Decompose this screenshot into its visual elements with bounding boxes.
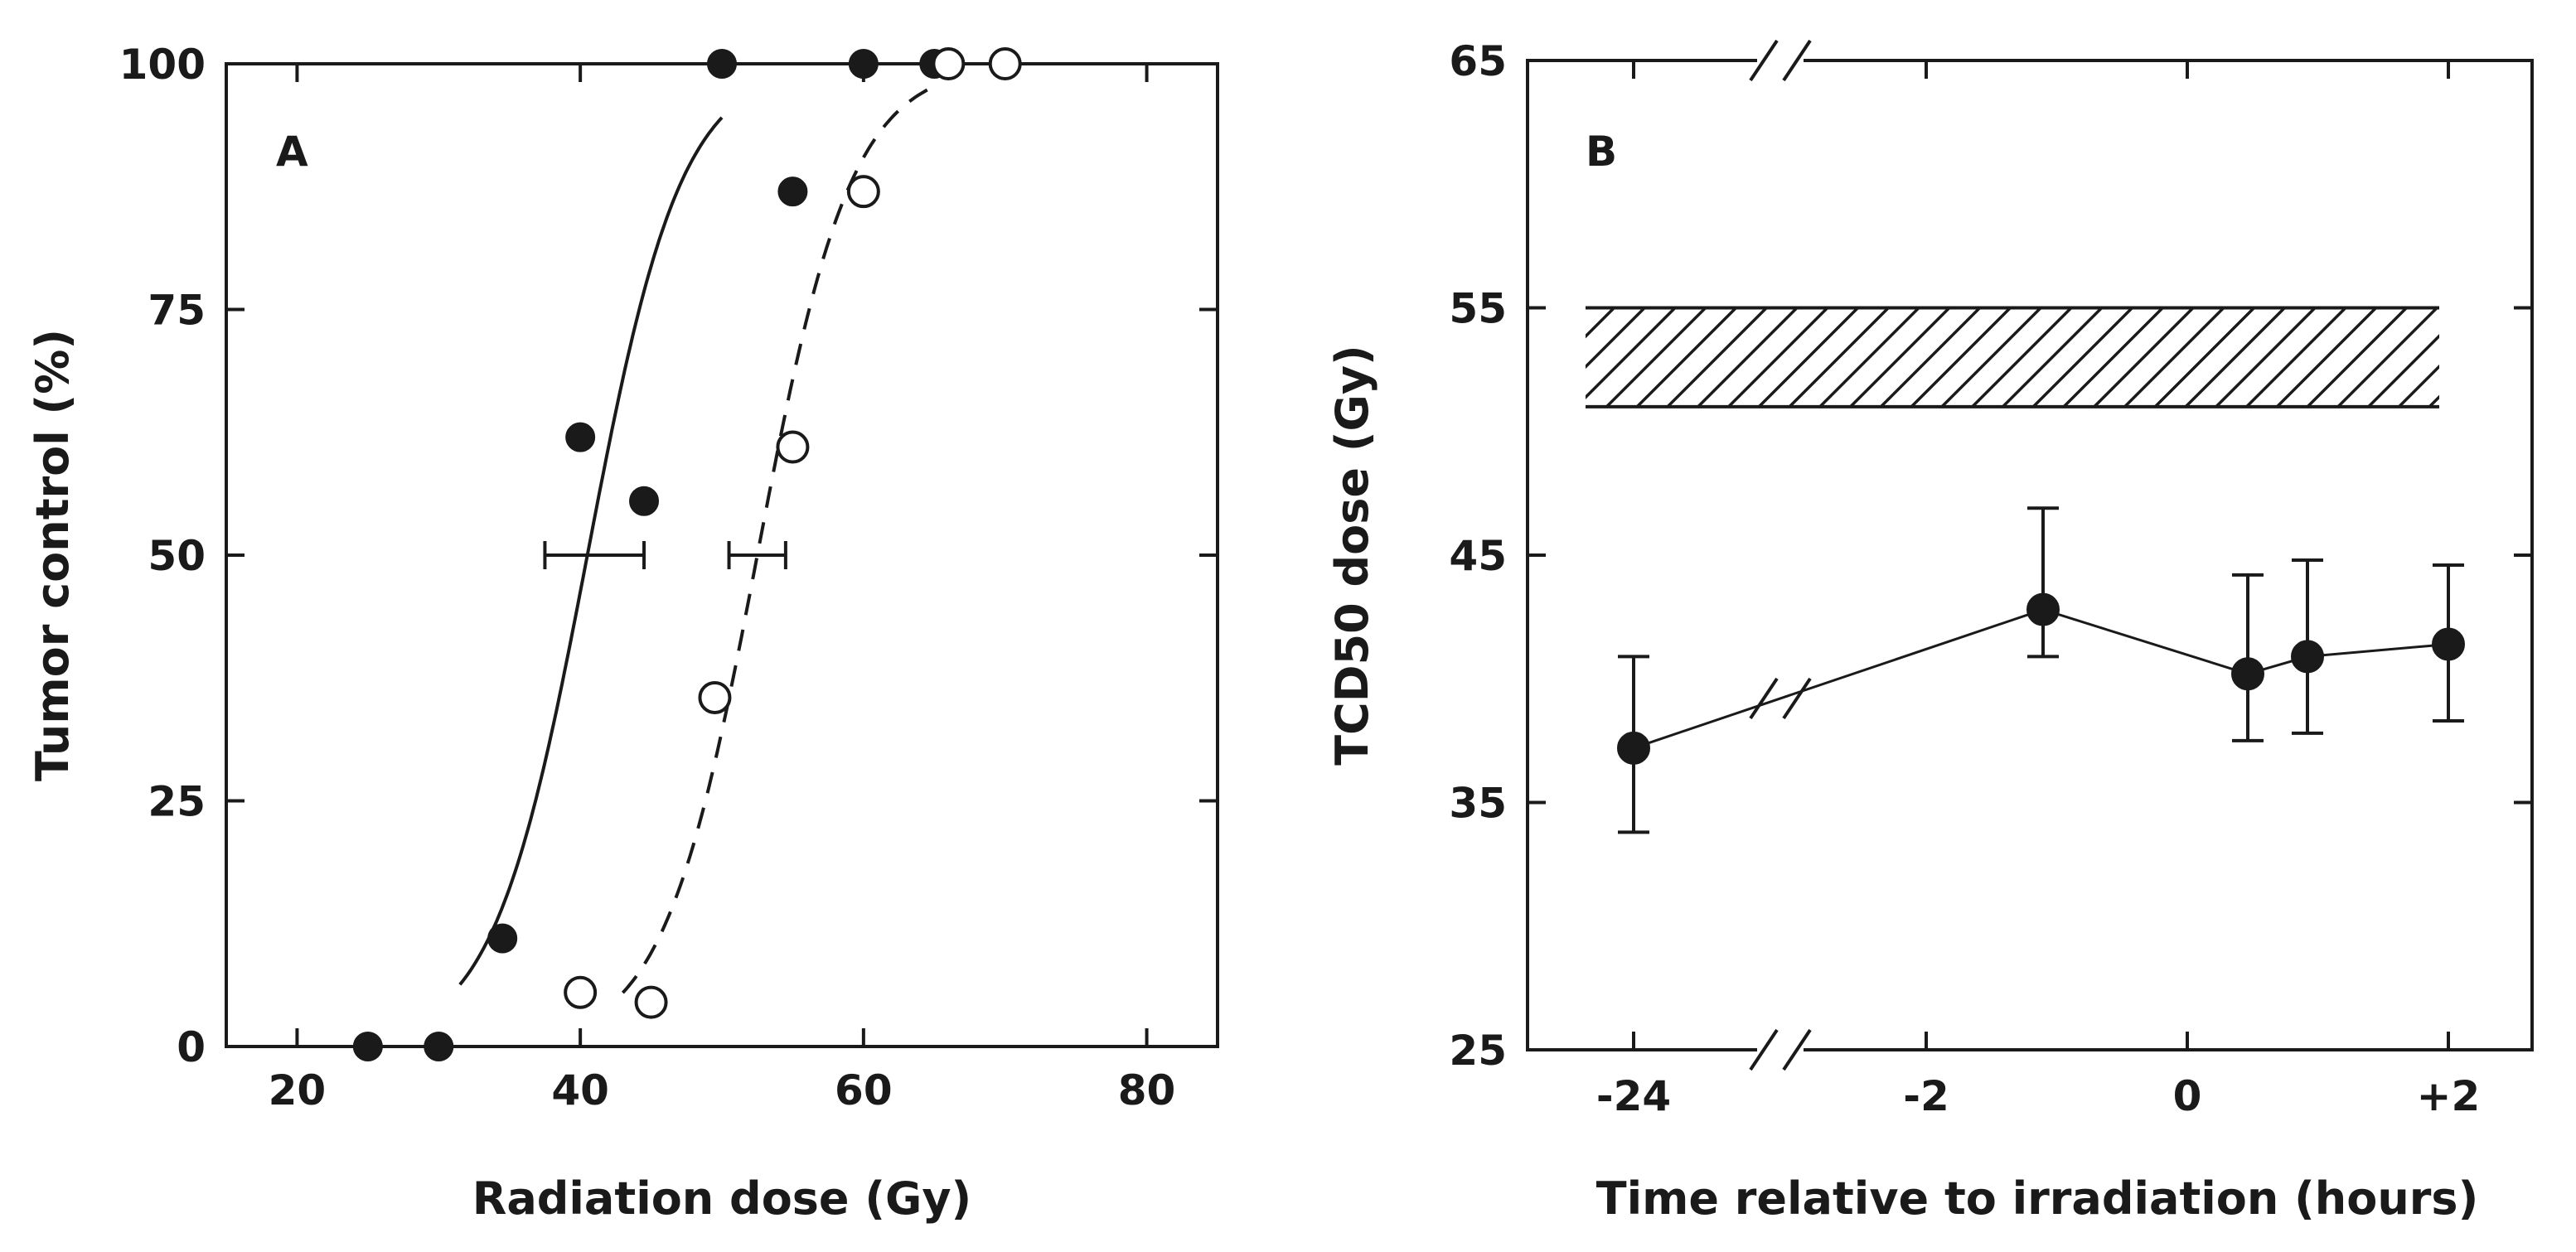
filled-data-point [707, 49, 737, 79]
open-data-point [698, 680, 732, 714]
open-data-point [932, 47, 966, 80]
y-tick-label: 75 [148, 287, 206, 335]
x-tick-label: 20 [269, 1066, 327, 1114]
panel-b-error-bars [1618, 506, 2464, 834]
panel-a-label: A [276, 128, 308, 176]
filled-data-point [352, 1032, 383, 1061]
x-tick-label: -24 [1596, 1072, 1671, 1120]
filled-data-point [487, 923, 518, 954]
y-tick-label: 55 [1449, 285, 1507, 333]
panel-b-y-axis-title: TCD50 dose (Gy) [1326, 345, 1378, 765]
y-tick-label: 35 [1449, 780, 1507, 828]
filled-data-point [777, 176, 808, 207]
y-tick-label: 65 [1449, 37, 1507, 85]
y-tick-label: 25 [148, 778, 206, 826]
open-data-point [846, 175, 880, 209]
x-tick-label: +2 [2417, 1072, 2481, 1120]
panel-b-label: B [1586, 128, 1617, 176]
y-tick-label: 0 [177, 1023, 206, 1071]
line-break-slash [1782, 677, 1812, 720]
panel-a-y-axis-title: Tumor control (%) [27, 329, 79, 781]
tcd50-data-point [2231, 657, 2264, 691]
panel-a: A 20 40 60 80 0 25 50 75 100 Radiation dose (Gy)… [27, 41, 1219, 1225]
y-tick-label: 50 [148, 532, 206, 580]
filled-data-point [629, 486, 660, 516]
panel-b-tick-labels: -24 -2 0 +2 25 35 45 55 65 [1449, 37, 2480, 1120]
top-axis-break-slash [1782, 39, 1812, 82]
open-data-point [564, 975, 598, 1009]
panel-b-data-points [1617, 592, 2465, 765]
tcd50-data-point [2432, 627, 2465, 661]
line-break-slash [1749, 677, 1779, 720]
x-tick-label: -2 [1903, 1072, 1949, 1120]
panel-a-fit-curves [458, 88, 928, 994]
panel-b-reference-band [1586, 306, 2439, 408]
y-tick-label: 100 [119, 41, 206, 89]
top-axis-break-slash [1749, 39, 1779, 82]
filled-data-point [848, 49, 879, 79]
panel-b-axis-breaks [1749, 39, 1812, 1071]
y-tick-label: 45 [1449, 532, 1507, 580]
panel-a-tick-labels: 20 40 60 80 0 25 50 75 100 [119, 41, 1176, 1114]
x-tick-label: 60 [835, 1066, 893, 1114]
panel-a-data-points [352, 47, 1022, 1061]
hatched-band-fill [1586, 307, 2439, 407]
tcd50-data-point [2026, 592, 2060, 626]
tcd50-data-point [1617, 731, 1650, 765]
bottom-axis-break-slash [1782, 1028, 1812, 1071]
open-data-point [988, 47, 1022, 80]
tcd50-data-point [2291, 640, 2324, 674]
open-data-point [634, 985, 668, 1019]
panel-b-ticks [1528, 59, 2532, 1051]
panel-a-ticks [226, 62, 1218, 1048]
open-data-point [776, 430, 810, 464]
x-tick-label: 80 [1118, 1066, 1176, 1114]
fit-curve-open [621, 88, 928, 994]
x-tick-label: 0 [2173, 1072, 2202, 1120]
panel-b: B -24 -2 0 +2 25 35 45 55 65 Time relative to ir… [1326, 37, 2534, 1225]
panel-a-error-bars [543, 541, 787, 569]
panel-b-frame [1526, 59, 2534, 1051]
panel-b-series-line [1633, 608, 2449, 750]
panel-a-x-axis-title: Radiation dose (Gy) [472, 1172, 972, 1225]
panel-b-x-axis-title: Time relative to irradiation (hours) [1596, 1172, 2479, 1225]
bottom-axis-break-slash [1749, 1028, 1779, 1071]
filled-data-point [565, 422, 596, 452]
filled-data-point [424, 1032, 454, 1061]
tcd50-series-line [1633, 608, 2449, 750]
panel-a-frame [225, 62, 1219, 1048]
y-tick-label: 25 [1449, 1027, 1507, 1075]
x-tick-label: 40 [551, 1066, 609, 1114]
fit-curve-filled [458, 116, 724, 986]
